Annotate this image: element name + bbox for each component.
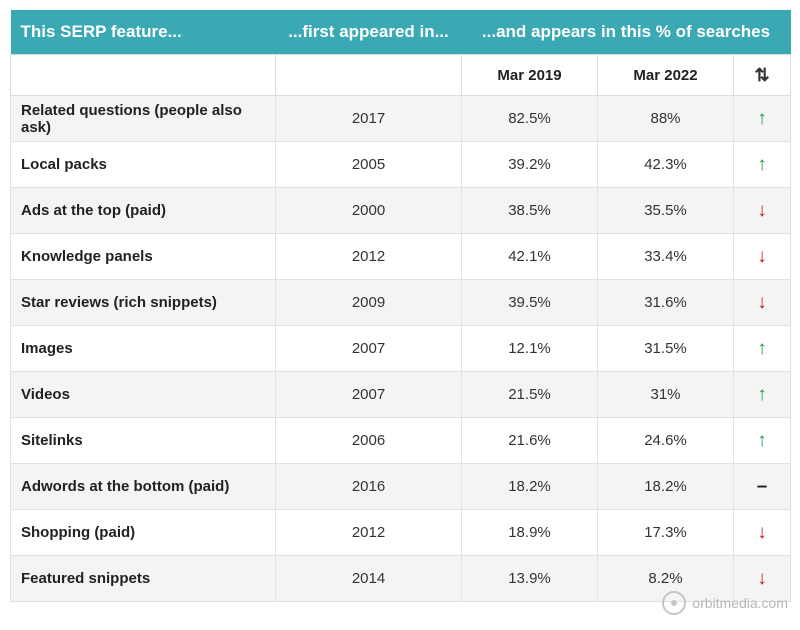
feature-cell: Featured snippets [10, 555, 276, 602]
mar-2022-cell: 88% [597, 95, 734, 142]
mar-2022-cell: 33.4% [597, 233, 734, 280]
mar-2019-cell: 18.9% [461, 509, 598, 556]
table-row: Related questions (people also ask) 2017 8… [10, 95, 792, 142]
trend-up-arrow-icon: ↑ [757, 429, 767, 451]
trend-up-arrow-icon: ↑ [757, 383, 767, 405]
trend-cell: – [732, 463, 792, 510]
mar-2019-cell: 21.6% [461, 417, 598, 464]
footer-brand-text: orbitmedia.com [692, 595, 788, 611]
feature-cell: Videos [10, 371, 276, 418]
subheader-empty-feature [10, 54, 276, 96]
trend-cell: ↓ [732, 187, 792, 234]
year-cell: 2017 [275, 95, 462, 142]
header-percent-searches: ...and appears in this % of searches [461, 10, 791, 55]
trend-cell: ↑ [732, 371, 792, 418]
mar-2019-cell: 42.1% [461, 233, 598, 280]
mar-2019-cell: 18.2% [461, 463, 598, 510]
trend-cell: ↑ [732, 417, 792, 464]
table-row: Videos 2007 21.5% 31% ↑ [10, 371, 792, 418]
feature-cell: Shopping (paid) [10, 509, 276, 556]
subheader-mar-2019: Mar 2019 [461, 54, 598, 96]
year-cell: 2014 [275, 555, 462, 602]
table-row: Sitelinks 2006 21.6% 24.6% ↑ [10, 417, 792, 464]
mar-2019-cell: 13.9% [461, 555, 598, 602]
trend-cell: ↑ [732, 95, 792, 142]
orbit-logo-icon [662, 591, 687, 615]
mar-2022-cell: 31.5% [597, 325, 734, 372]
table-row: Images 2007 12.1% 31.5% ↑ [10, 325, 792, 372]
mar-2019-cell: 39.2% [461, 141, 598, 188]
feature-cell: Ads at the top (paid) [10, 187, 276, 234]
trend-cell: ↑ [732, 325, 792, 372]
table-row: Ads at the top (paid) 2000 38.5% 35.5% ↓ [10, 187, 792, 234]
sort-icon[interactable]: ⇅ [732, 54, 792, 96]
mar-2022-cell: 24.6% [597, 417, 734, 464]
mar-2022-cell: 18.2% [597, 463, 734, 510]
trend-down-arrow-icon: ↓ [757, 521, 767, 543]
mar-2019-cell: 21.5% [461, 371, 598, 418]
mar-2019-cell: 39.5% [461, 279, 598, 326]
feature-cell: Knowledge panels [10, 233, 276, 280]
mar-2022-cell: 31% [597, 371, 734, 418]
table-row: Shopping (paid) 2012 18.9% 17.3% ↓ [10, 509, 792, 556]
trend-cell: ↓ [732, 555, 792, 602]
mar-2019-cell: 82.5% [461, 95, 598, 142]
year-cell: 2007 [275, 325, 462, 372]
year-cell: 2006 [275, 417, 462, 464]
trend-down-arrow-icon: ↓ [757, 567, 767, 589]
year-cell: 2007 [275, 371, 462, 418]
feature-cell: Adwords at the bottom (paid) [10, 463, 276, 510]
header-feature: This SERP feature... [10, 10, 276, 55]
feature-cell: Related questions (people also ask) [10, 95, 276, 142]
subheader-row: Mar 2019 Mar 2022 ⇅ [10, 54, 792, 96]
year-cell: 2009 [275, 279, 462, 326]
trend-flat-arrow-icon: – [756, 475, 768, 497]
footer-brand: orbitmedia.com [662, 591, 788, 615]
mar-2022-cell: 35.5% [597, 187, 734, 234]
table-row: Adwords at the bottom (paid) 2016 18.2% 18.… [10, 463, 792, 510]
mar-2022-cell: 42.3% [597, 141, 734, 188]
trend-cell: ↓ [732, 233, 792, 280]
trend-down-arrow-icon: ↓ [757, 245, 767, 267]
feature-cell: Sitelinks [10, 417, 276, 464]
year-cell: 2000 [275, 187, 462, 234]
year-cell: 2005 [275, 141, 462, 188]
trend-cell: ↑ [732, 141, 792, 188]
subheader-empty-year [275, 54, 462, 96]
mar-2022-cell: 31.6% [597, 279, 734, 326]
mar-2019-cell: 38.5% [461, 187, 598, 234]
header-first-appeared: ...first appeared in... [275, 10, 462, 55]
year-cell: 2012 [275, 233, 462, 280]
trend-cell: ↓ [732, 279, 792, 326]
trend-down-arrow-icon: ↓ [757, 291, 767, 313]
mar-2022-cell: 17.3% [597, 509, 734, 556]
subheader-mar-2022: Mar 2022 [597, 54, 734, 96]
feature-cell: Local packs [10, 141, 276, 188]
mar-2019-cell: 12.1% [461, 325, 598, 372]
trend-up-arrow-icon: ↑ [757, 153, 767, 175]
trend-cell: ↓ [732, 509, 792, 556]
header-row: This SERP feature... ...first appeared i… [10, 10, 791, 55]
serp-features-table: This SERP feature... ...first appeared i… [10, 10, 792, 602]
trend-up-arrow-icon: ↑ [757, 337, 767, 359]
year-cell: 2012 [275, 509, 462, 556]
table-row: Knowledge panels 2012 42.1% 33.4% ↓ [10, 233, 792, 280]
table-row: Star reviews (rich snippets) 2009 39.5% 31.… [10, 279, 792, 326]
table-row: Featured snippets 2014 13.9% 8.2% ↓ [10, 555, 792, 602]
feature-cell: Images [10, 325, 276, 372]
feature-cell: Star reviews (rich snippets) [10, 279, 276, 326]
table-row: Local packs 2005 39.2% 42.3% ↑ [10, 141, 792, 188]
year-cell: 2016 [275, 463, 462, 510]
trend-up-arrow-icon: ↑ [757, 107, 767, 129]
trend-down-arrow-icon: ↓ [757, 199, 767, 221]
